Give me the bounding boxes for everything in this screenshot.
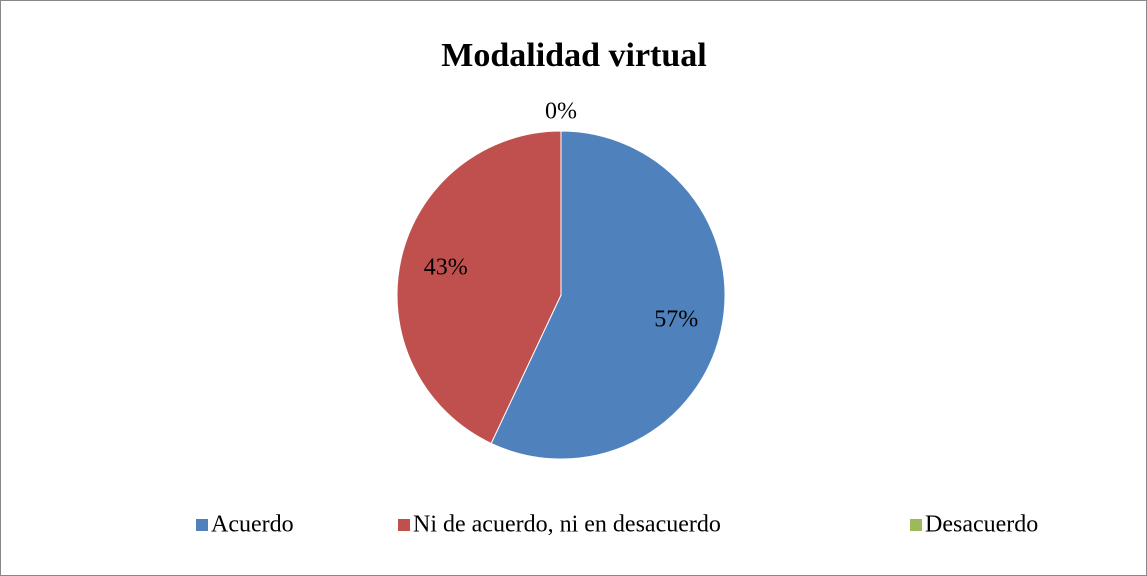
- pie-slice: [396, 130, 562, 445]
- legend-swatch: [910, 519, 922, 531]
- legend-swatch: [398, 519, 410, 531]
- chart-title: Modalidad virtual: [441, 37, 706, 74]
- legend-label: Ni de acuerdo, ni en desacuerdo: [413, 512, 721, 538]
- data-label: 57%: [654, 306, 698, 332]
- pie-slice: [490, 130, 726, 460]
- legend-label: Acuerdo: [211, 512, 294, 538]
- legend-swatch: [196, 519, 208, 531]
- data-label: 0%: [545, 98, 577, 124]
- legend-label: Desacuerdo: [925, 512, 1038, 538]
- data-label: 43%: [424, 255, 468, 281]
